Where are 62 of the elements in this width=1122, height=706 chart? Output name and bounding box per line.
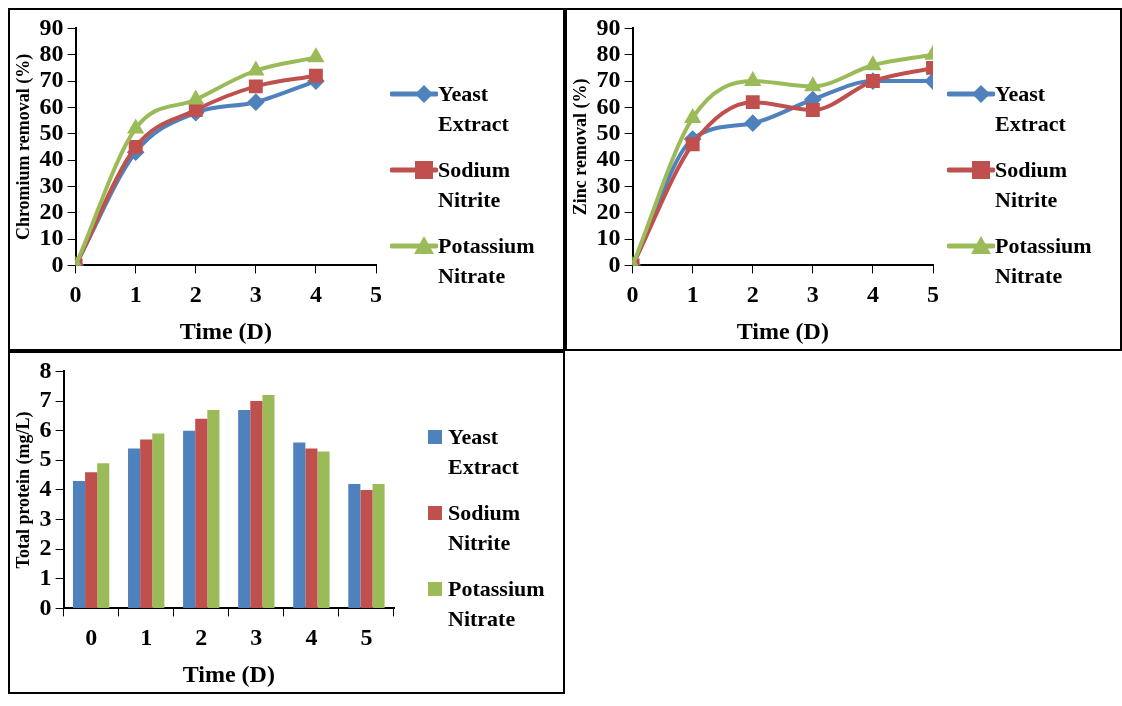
legend-label: Potassium Nitrate [995,231,1093,290]
y-tick-label: 80 [39,39,64,66]
y-tick-label: 90 [39,13,64,40]
x-tick-label: 3 [250,624,263,650]
y-tick-label: 0 [608,250,621,277]
y-tick-label: 2 [39,534,52,561]
x-tick-label: 1 [140,624,153,650]
y-tick-label: 30 [39,171,64,198]
y-tick-label: 70 [39,66,64,93]
x-tick-label: 0 [626,281,639,307]
x-tick-label: 4 [309,281,322,307]
y-tick-label: 10 [39,224,64,251]
y-tick-label: 40 [596,145,621,172]
y-tick-label: 40 [39,145,64,172]
y-tick-label: 60 [596,92,621,119]
legend-label: Yeast Extract [448,422,520,481]
y-tick-label: 10 [596,224,621,251]
legend-label: Sodium Nitrite [438,155,512,214]
legend-label: Yeast Extract [995,79,1067,138]
x-tick-label: 5 [927,281,939,307]
x-tick-label: 5 [370,281,382,307]
legend-label: Potassium Nitrate [438,231,536,290]
legend-label: Yeast Extract [438,79,510,138]
y-tick-label: 30 [596,171,621,198]
y-tick-label: 6 [39,415,52,442]
y-tick-label: 20 [39,197,64,224]
x-tick-label: 1 [686,281,699,307]
y-axis-title: Chromium removal (%) [13,53,35,241]
y-tick-label: 50 [39,118,64,145]
x-tick-label: 3 [249,281,262,307]
y-tick-label: 50 [596,118,621,145]
x-tick-label: 2 [746,281,759,307]
y-tick-label: 70 [596,66,621,93]
x-tick-label: 3 [806,281,819,307]
y-tick-label: 0 [51,250,64,277]
y-tick-label: 0 [39,593,52,620]
y-tick-label: 80 [596,39,621,66]
y-tick-label: 1 [39,563,52,590]
x-tick-label: 4 [866,281,879,307]
x-tick-label: 0 [69,281,82,307]
y-tick-label: 7 [39,386,52,413]
y-axis-title: Total protein (mg/L) [13,411,35,569]
x-axis-title: Time (D) [736,317,829,344]
y-tick-label: 5 [39,445,52,472]
x-tick-label: 2 [189,281,202,307]
legend-label: Sodium Nitrite [995,155,1069,214]
y-tick-label: 8 [39,356,52,383]
x-axis-title: Time (D) [179,317,272,344]
y-tick-label: 90 [596,13,621,40]
legend-label: Potassium Nitrate [448,574,546,633]
x-tick-label: 0 [85,624,98,650]
y-tick-label: 4 [39,475,52,502]
y-tick-label: 20 [596,197,621,224]
x-tick-label: 2 [195,624,208,650]
y-tick-label: 60 [39,92,64,119]
x-axis-title: Time (D) [182,660,275,687]
legend-label: Sodium Nitrite [448,498,522,557]
y-axis-title: Zinc removal (%) [570,78,592,216]
y-tick-label: 3 [39,504,52,531]
x-tick-label: 4 [305,624,318,650]
x-tick-label: 5 [360,624,373,650]
x-tick-label: 1 [129,281,142,307]
